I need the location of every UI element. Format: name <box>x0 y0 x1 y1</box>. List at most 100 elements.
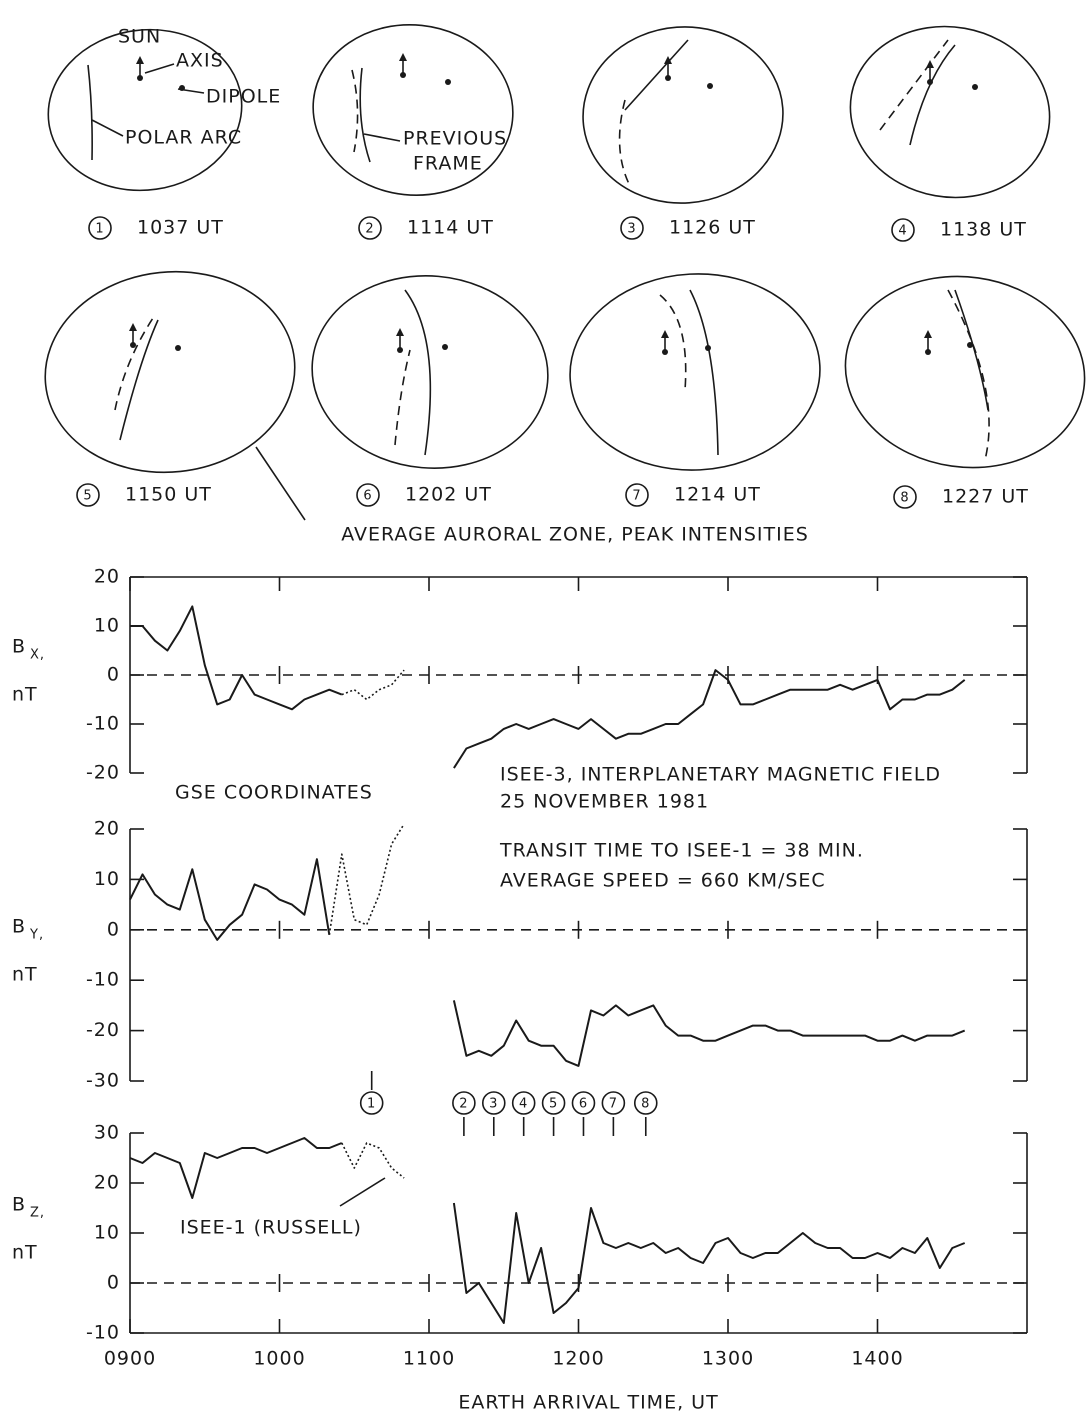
label-pointer <box>91 119 124 137</box>
y-tick-label: 0 <box>107 918 120 940</box>
previous-arc <box>394 349 411 446</box>
polar-arc <box>87 64 93 161</box>
axis-point <box>400 72 406 78</box>
caption-pointer <box>255 446 306 521</box>
x-tick-label: 1100 <box>403 1348 455 1370</box>
field-trace <box>341 669 405 701</box>
label-pointer <box>144 63 175 74</box>
sun-arrowhead <box>664 56 672 64</box>
axis-point <box>665 75 671 81</box>
dipole-point <box>707 83 713 89</box>
frame-marker-circle <box>511 1091 536 1115</box>
y-label: B <box>12 916 26 938</box>
sun-arrowhead <box>136 56 144 64</box>
previous-arc <box>947 289 990 461</box>
y-tick-label: -10 <box>86 713 120 735</box>
frame-number-circle <box>358 216 382 240</box>
frame-number-circle <box>76 483 100 507</box>
auroral-zone-oval <box>47 28 243 192</box>
frame-number-circle <box>891 218 915 242</box>
auroral-zone-oval <box>569 273 821 471</box>
frame-marker-label: 2 <box>459 1097 468 1112</box>
sun-arrowhead <box>396 328 404 336</box>
y-tick-label: 20 <box>94 1172 120 1194</box>
y-label: B <box>12 1194 26 1216</box>
dipole-point <box>972 84 978 90</box>
label-pointer <box>363 133 401 142</box>
polar-arc <box>689 289 719 456</box>
frame-time: 1227 UT <box>942 486 1029 508</box>
frame-number: 8 <box>900 491 909 506</box>
frame-time: 1202 UT <box>405 484 492 506</box>
y-label-unit: nT <box>12 964 38 986</box>
annotation: ISEE-1 (RUSSELL) <box>180 1217 362 1239</box>
axis-point <box>925 349 931 355</box>
dipole-point <box>967 342 973 348</box>
previous-arc <box>879 39 949 131</box>
frame-time: 1114 UT <box>407 217 494 239</box>
polar-arc-label: POLAR ARC <box>125 127 242 149</box>
x-axis-title: EARTH ARRIVAL TIME, UT <box>458 1392 718 1414</box>
previous-frame-label: FRAME <box>413 153 483 175</box>
x-tick-label: 1300 <box>702 1348 754 1370</box>
y-tick-label: -20 <box>86 1019 120 1041</box>
y-tick-label: 30 <box>94 1122 120 1144</box>
y-label-subscript: X, <box>30 648 45 663</box>
polar-arc <box>359 67 371 163</box>
auroral-zone-oval <box>844 275 1086 469</box>
annotation: ISEE-3, INTERPLANETARY MAGNETIC FIELD <box>500 764 941 786</box>
frame-number: 4 <box>898 224 907 239</box>
y-tick-label: -30 <box>86 1070 120 1092</box>
y-label-subscript: Y, <box>29 928 44 943</box>
sun-arrowhead <box>129 323 137 331</box>
frame-marker-label: 7 <box>609 1097 618 1112</box>
y-label-unit: nT <box>12 684 38 706</box>
sun-arrowhead <box>924 330 932 338</box>
auroral-zone-oval <box>312 24 514 196</box>
dipole-point <box>445 79 451 85</box>
y-tick-label: 0 <box>107 1272 120 1294</box>
frame-number: 2 <box>365 222 374 237</box>
y-label: B <box>12 636 26 658</box>
previous-arc <box>114 314 156 411</box>
dipole-point <box>175 345 181 351</box>
y-tick-label: -10 <box>86 969 120 991</box>
y-tick-label: 0 <box>107 664 120 686</box>
auroral-zone-oval <box>582 26 784 204</box>
frame-time: 1150 UT <box>125 484 212 506</box>
annotation-pointer <box>339 1177 386 1207</box>
frame-marker-circle <box>633 1091 658 1115</box>
annotation: 25 NOVEMBER 1981 <box>500 791 709 813</box>
frame-number-circle <box>356 483 380 507</box>
auroral-zone-oval <box>849 25 1051 199</box>
axis-point <box>130 342 136 348</box>
auroral-zone-oval <box>44 270 296 474</box>
y-tick-label: -10 <box>86 1322 120 1344</box>
annotation: GSE COORDINATES <box>175 782 373 804</box>
y-label-subscript: Z, <box>30 1206 45 1221</box>
y-tick-label: 10 <box>94 1222 120 1244</box>
x-tick-label: 1000 <box>253 1348 305 1370</box>
polar-arc <box>119 319 159 441</box>
y-tick-label: 20 <box>94 818 120 840</box>
frame-marker-label: 3 <box>489 1097 498 1112</box>
sun-arrowhead <box>661 330 669 338</box>
field-trace <box>130 605 966 769</box>
frame-time: 1214 UT <box>674 484 761 506</box>
y-tick-label: 10 <box>94 868 120 890</box>
frame-marker-label: 1 <box>367 1097 376 1112</box>
frame-number: 5 <box>83 489 92 504</box>
frame-marker-circle <box>452 1091 476 1115</box>
frame-marker-label: 5 <box>549 1097 558 1112</box>
frame-number: 7 <box>632 489 641 504</box>
x-tick-label: 1400 <box>851 1348 903 1370</box>
y-tick-label: 10 <box>94 615 120 637</box>
field-trace <box>129 858 966 1067</box>
frame-marker-label: 6 <box>579 1097 588 1112</box>
y-tick-label: 20 <box>94 566 120 588</box>
frame-time: 1126 UT <box>669 217 756 239</box>
frame-marker-label: 4 <box>519 1097 528 1112</box>
dipole-point <box>179 85 185 91</box>
